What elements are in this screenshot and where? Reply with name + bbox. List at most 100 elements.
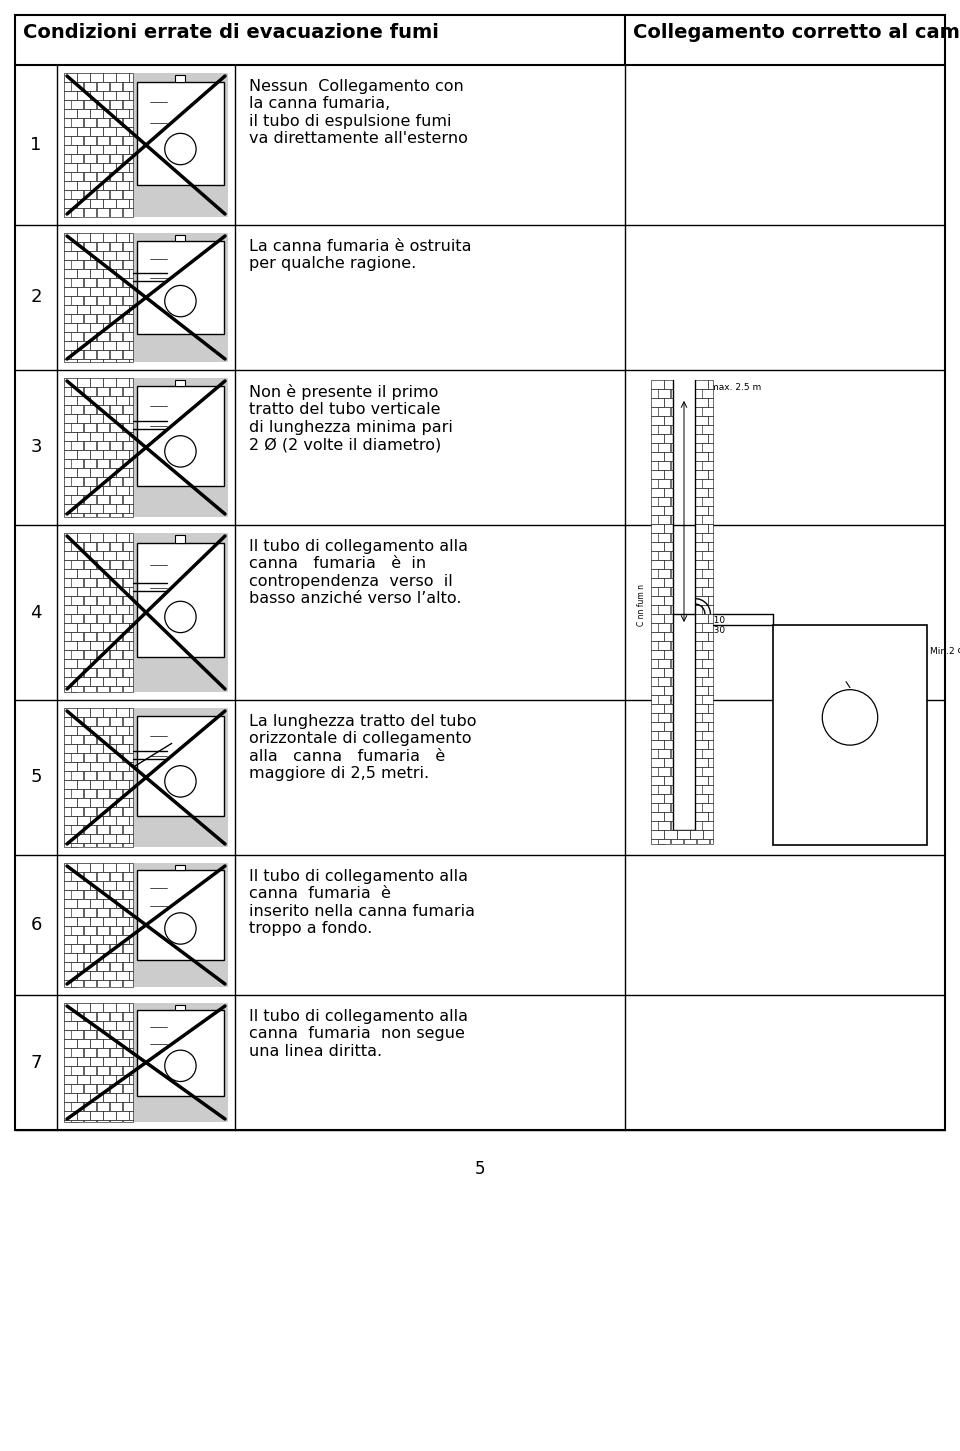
Bar — [77, 432, 89, 441]
Bar — [103, 798, 115, 807]
Bar — [70, 1101, 83, 1110]
Bar — [129, 396, 132, 405]
Bar — [103, 199, 115, 207]
Bar — [64, 190, 77, 199]
Bar — [64, 324, 77, 331]
Text: Il tubo di collegamento alla
canna  fumaria  non segue
una linea diritta.: Il tubo di collegamento alla canna fumar… — [249, 1008, 468, 1059]
Bar — [64, 798, 77, 807]
Bar — [109, 242, 122, 251]
Bar — [129, 708, 132, 717]
Bar — [90, 128, 103, 135]
Bar — [90, 199, 103, 207]
Bar — [123, 667, 132, 676]
Bar — [651, 830, 663, 839]
Bar — [123, 154, 132, 163]
Bar — [64, 486, 77, 495]
Bar — [103, 469, 115, 476]
Bar — [84, 826, 96, 833]
Bar — [84, 945, 96, 952]
Bar — [84, 543, 96, 550]
Bar — [64, 1039, 77, 1048]
Bar — [658, 768, 670, 775]
Bar — [70, 1030, 83, 1039]
Bar — [70, 190, 83, 199]
Bar — [658, 533, 670, 541]
Bar — [116, 268, 129, 277]
Bar — [84, 1101, 96, 1110]
Bar — [651, 461, 663, 470]
Bar — [84, 332, 96, 341]
Bar — [84, 1066, 96, 1075]
Bar — [702, 443, 713, 451]
Text: 2: 2 — [31, 289, 41, 306]
Bar — [70, 962, 83, 971]
Bar — [695, 785, 708, 794]
Text: max. 2.5 m: max. 2.5 m — [710, 383, 761, 392]
Bar — [64, 305, 77, 313]
Bar — [77, 163, 89, 171]
Bar — [670, 551, 673, 560]
Bar — [64, 588, 77, 595]
Bar — [64, 268, 77, 277]
Bar — [90, 744, 103, 753]
Bar — [103, 1093, 115, 1101]
Bar — [64, 279, 77, 286]
Bar — [109, 514, 122, 517]
Bar — [90, 163, 103, 171]
Bar — [129, 588, 132, 595]
Bar — [97, 686, 109, 692]
Bar — [708, 740, 713, 749]
Bar — [651, 614, 663, 622]
Bar — [70, 560, 83, 569]
Bar — [64, 917, 77, 926]
Bar — [84, 313, 96, 322]
Bar — [97, 889, 109, 898]
Bar — [70, 667, 83, 676]
Bar — [116, 781, 129, 788]
Bar — [64, 432, 77, 441]
Bar — [109, 1030, 122, 1039]
Bar — [97, 979, 109, 987]
Bar — [123, 1011, 132, 1020]
Bar — [64, 962, 77, 971]
Bar — [84, 405, 96, 414]
Bar — [97, 843, 109, 847]
Bar — [658, 641, 670, 650]
Bar — [103, 569, 115, 577]
Text: Il tubo di collegamento alla
canna  fumaria  è
inserito nella canna fumaria
trop: Il tubo di collegamento alla canna fumar… — [249, 869, 475, 936]
Bar — [64, 332, 77, 341]
Bar — [129, 358, 132, 361]
Bar — [90, 834, 103, 843]
Bar — [695, 515, 708, 524]
Bar — [64, 753, 77, 762]
Bar — [129, 450, 132, 459]
Bar — [109, 279, 122, 286]
Bar — [64, 843, 77, 847]
Bar — [103, 396, 115, 405]
Bar — [97, 313, 109, 322]
Bar — [97, 190, 109, 199]
Text: 6: 6 — [31, 916, 41, 934]
Bar — [123, 979, 132, 987]
Text: Condizioni errate di evacuazione fumi: Condizioni errate di evacuazione fumi — [23, 23, 439, 42]
Bar — [116, 199, 129, 207]
Bar — [64, 1056, 77, 1065]
Bar — [64, 605, 77, 614]
Bar — [84, 424, 96, 431]
Bar — [670, 588, 673, 595]
Bar — [708, 560, 713, 569]
Bar — [695, 704, 708, 712]
Bar — [97, 514, 109, 517]
Bar — [664, 453, 673, 460]
Bar — [176, 235, 185, 241]
Bar — [695, 488, 708, 496]
Bar — [116, 917, 129, 926]
Bar — [109, 543, 122, 550]
Bar — [97, 1066, 109, 1075]
Bar — [97, 1030, 109, 1039]
Bar — [129, 917, 132, 926]
Bar — [695, 622, 708, 631]
Bar — [97, 459, 109, 467]
Bar — [97, 100, 109, 109]
Bar — [695, 461, 708, 470]
